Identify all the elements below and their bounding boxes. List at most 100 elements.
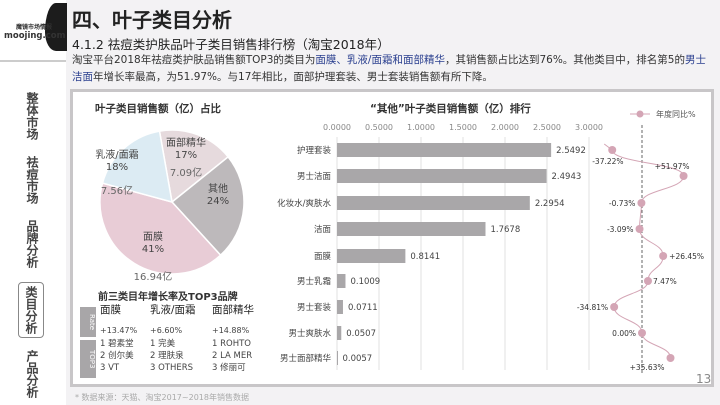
sidebar-item-product-analysis[interactable]: 产品分析: [25, 350, 39, 398]
brand-item: 2 理肤泉: [150, 351, 184, 361]
bar-value-label: 2.4943: [552, 172, 582, 182]
brand-item: 3 VT: [100, 363, 120, 373]
rate-tag: Rate: [80, 307, 96, 337]
pie-label-pct: 24%: [206, 196, 230, 207]
x-tick-label: 2.0000: [491, 123, 519, 132]
bar: [337, 274, 346, 288]
yoy-label: +51.97%: [655, 162, 690, 171]
brand-item: 1 ROHTO: [212, 339, 251, 349]
category-label: 男士洁面: [297, 171, 332, 182]
yoy-label: -0.73%: [609, 199, 636, 208]
category-label: 洁面: [314, 224, 332, 235]
yoy-label: 7.47%: [653, 277, 677, 286]
growth-rate: +13.47%: [100, 326, 138, 335]
category-label: 男士乳霜: [297, 276, 331, 287]
pie-label-value: 7.56亿: [100, 186, 134, 197]
bar: [337, 169, 547, 183]
section-subtitle: 4.1.2 祛痘类护肤品叶子类目销售排行榜（淘宝2018年）: [72, 37, 390, 52]
yoy-point: [666, 354, 675, 362]
page-number: 13: [696, 372, 712, 386]
logo-shape: [45, 3, 67, 51]
yoy-point: [610, 303, 619, 311]
table-header: 乳液/面霜: [150, 304, 196, 316]
yoy-point: [659, 252, 668, 260]
divider: [0, 60, 66, 62]
bar-value-label: 0.0057: [342, 354, 372, 364]
growth-rate: +14.88%: [212, 326, 250, 335]
logo-cn: 魔镜市场情报: [15, 24, 52, 31]
table-title: 前三类目年增长率及TOP3品牌: [98, 292, 238, 303]
bar-value-label: 0.8141: [410, 252, 440, 262]
yoy-line: [603, 143, 685, 359]
pie-slice: [158, 129, 230, 204]
table-header: 面部精华: [212, 304, 254, 316]
yoy-point: [638, 329, 646, 337]
x-tick-label: 3.0000: [575, 123, 603, 132]
bar: [337, 351, 338, 365]
desc-text: ，其销售额占比达到76%。其他类目中，排名第5的: [444, 54, 685, 66]
bar: [337, 300, 343, 314]
x-tick-label: 0.0000: [323, 123, 351, 132]
x-tick-label: 0.5000: [365, 123, 393, 132]
yoy-label: +35.63%: [630, 363, 665, 372]
bar-chart-title: “其他”叶子类目销售额（亿）排行: [370, 103, 531, 115]
desc-highlight: 面膜、乳液/面霜和面部精华: [315, 54, 445, 66]
category-label: 护理套装: [297, 145, 332, 156]
bar-value-label: 0.0711: [348, 303, 378, 313]
category-label: 男士爽肤水: [288, 328, 331, 339]
bar-value-label: 1.7678: [490, 225, 520, 235]
x-tick-label: 1.5000: [449, 123, 477, 132]
description: 淘宝平台2018年祛痘类护肤品销售额TOP3的类目为面膜、乳液/面霜和面部精华，…: [72, 52, 712, 86]
page-title: 四、叶子类目分析: [72, 8, 232, 32]
yoy-point: [643, 277, 652, 285]
bar: [337, 222, 486, 236]
bar: [337, 143, 552, 157]
pie-label-pct: 18%: [105, 162, 129, 173]
pie-label-pct: 41%: [141, 244, 165, 255]
bar-value-label: 0.0507: [346, 329, 376, 339]
brand-item: 1 碧素堂: [100, 339, 134, 349]
table-header: 面膜: [100, 304, 121, 316]
top3-tag: TOP3: [80, 340, 96, 378]
pie-label-value: 16.94亿: [133, 272, 173, 283]
sidebar-item-overall-market[interactable]: 整体市场: [25, 92, 39, 140]
category-label: 化妆水/爽肤水: [277, 198, 331, 209]
yoy-point: [637, 199, 646, 207]
pie-label-name: 面膜: [143, 232, 163, 243]
yoy-point: [679, 172, 688, 180]
bar-value-label: 2.5492: [556, 146, 586, 156]
brand-item: 3 修丽可: [212, 363, 246, 373]
logo: 魔镜市场情报 moojing.com: [4, 22, 65, 41]
legend-label: 年度同比%: [656, 109, 696, 119]
sidebar: 魔镜市场情报 moojing.com 整体市场 祛痘市场 品牌分析 类目分析 产品…: [0, 0, 67, 405]
pie-title: 叶子类目销售额（亿）占比: [95, 103, 221, 115]
yoy-label: +26.45%: [669, 252, 704, 261]
pie-slice: [99, 182, 222, 275]
category-label: 男士套装: [297, 302, 332, 313]
desc-text: 淘宝平台2018年祛痘类护肤品销售额TOP3的类目为: [72, 54, 316, 66]
brand-item: 2 创尔美: [100, 351, 134, 361]
yoy-point: [608, 146, 617, 154]
sidebar-item-acne-market[interactable]: 祛痘市场: [25, 156, 39, 204]
pie-label-pct: 17%: [174, 150, 198, 161]
brand-item: 3 OTHERS: [150, 363, 194, 373]
pie-slice: [170, 155, 245, 257]
yoy-label: -3.09%: [607, 225, 634, 234]
desc-text: 年增长率最高，为51.97%。与17年相比，面部护理套装、男士套装销售额有所下降…: [93, 71, 493, 83]
sidebar-item-category-analysis[interactable]: 类目分析: [18, 282, 44, 338]
yoy-point: [635, 225, 644, 233]
source-note: * 数据来源：天猫、淘宝2017~2018年销售数据: [75, 393, 249, 402]
bar-value-label: 0.1009: [350, 277, 380, 287]
x-tick-label: 2.5000: [533, 123, 561, 132]
category-label: 男士面部精华: [280, 353, 332, 364]
pie-label-value: 7.09亿: [169, 168, 203, 179]
pie-label-name: 乳液/面霜: [95, 150, 139, 161]
pie-label-name: 其他: [208, 184, 228, 195]
sidebar-item-brand-analysis[interactable]: 品牌分析: [25, 220, 39, 268]
pie-label-name: 面部精华: [166, 138, 206, 149]
brand-item: 2 LA MER: [212, 351, 253, 361]
growth-table: 前三类目年增长率及TOP3品牌: [78, 288, 268, 303]
pie-slice: [101, 130, 173, 204]
